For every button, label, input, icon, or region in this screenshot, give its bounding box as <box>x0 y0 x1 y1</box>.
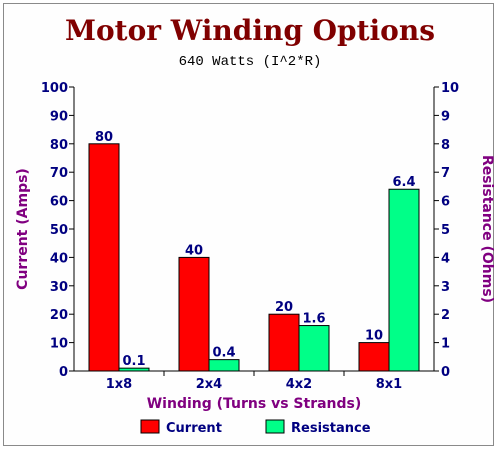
y2-tick-label: 6 <box>441 195 450 210</box>
x-tick-label: 2x4 <box>196 377 222 392</box>
legend-label-resistance: Resistance <box>291 421 371 436</box>
bar-resistance <box>208 359 240 372</box>
data-label-resistance: 1.6 <box>302 312 325 327</box>
y2-tick-label: 2 <box>441 308 450 323</box>
legend-label-current: Current <box>166 421 222 436</box>
x-axis-label: Winding (Turns vs Strands) <box>147 396 362 412</box>
legend-swatch-current <box>140 419 160 434</box>
y-tick-label: 0 <box>59 365 68 380</box>
data-label-resistance: 0.1 <box>122 354 145 369</box>
bar-current <box>178 256 210 372</box>
y-tick-label: 90 <box>50 109 68 124</box>
data-label-resistance: 6.4 <box>392 175 415 190</box>
y-tick-label: 40 <box>50 251 68 266</box>
legend: Current Resistance <box>140 419 371 436</box>
y-axis-label: Current (Amps) <box>15 168 31 290</box>
y2-tick-label: 8 <box>441 138 450 153</box>
y-tick-label: 80 <box>50 138 68 153</box>
y-tick-label: 100 <box>41 81 68 96</box>
x-tick-label: 8x1 <box>376 377 402 392</box>
y2-axis-label: Resistance (Ohms) <box>479 155 495 303</box>
y2-tick-label: 9 <box>441 109 450 124</box>
y2-tick-label: 4 <box>441 251 450 266</box>
y2-tick-label: 10 <box>441 81 459 96</box>
y2-tick-label: 5 <box>441 223 450 238</box>
bar-resistance <box>388 188 420 372</box>
data-label-current: 20 <box>275 300 293 315</box>
plot-area: 0 10 20 30 40 50 60 70 80 90 100 0 1 2 3 4 5 6 7 8 9 10 1x8 80 0… <box>41 81 459 392</box>
data-label-resistance: 0.4 <box>212 346 235 361</box>
bar-current <box>268 313 300 372</box>
x-tick-label: 1x8 <box>106 377 132 392</box>
y2-tick-label: 3 <box>441 280 450 295</box>
data-label-current: 10 <box>365 329 383 344</box>
chart-subtitle: 640 Watts (I^2*R) <box>179 54 322 70</box>
y-tick-label: 30 <box>50 280 68 295</box>
data-label-current: 80 <box>95 130 113 145</box>
x-tick-label: 4x2 <box>286 377 312 392</box>
data-label-current: 40 <box>185 243 203 258</box>
legend-swatch-resistance <box>265 419 285 434</box>
y-tick-label: 60 <box>50 195 68 210</box>
bar-current <box>88 143 120 372</box>
y-tick-label: 50 <box>50 223 68 238</box>
bar-resistance <box>118 367 150 372</box>
bar-resistance <box>298 325 330 372</box>
y2-tick-label: 7 <box>441 166 450 181</box>
y2-tick-label: 1 <box>441 337 450 352</box>
y-tick-label: 20 <box>50 308 68 323</box>
chart-title: Motor Winding Options <box>65 14 435 47</box>
y-tick-label: 70 <box>50 166 68 181</box>
bar-current <box>358 342 390 372</box>
y2-tick-label: 0 <box>441 365 450 380</box>
y-tick-label: 10 <box>50 337 68 352</box>
